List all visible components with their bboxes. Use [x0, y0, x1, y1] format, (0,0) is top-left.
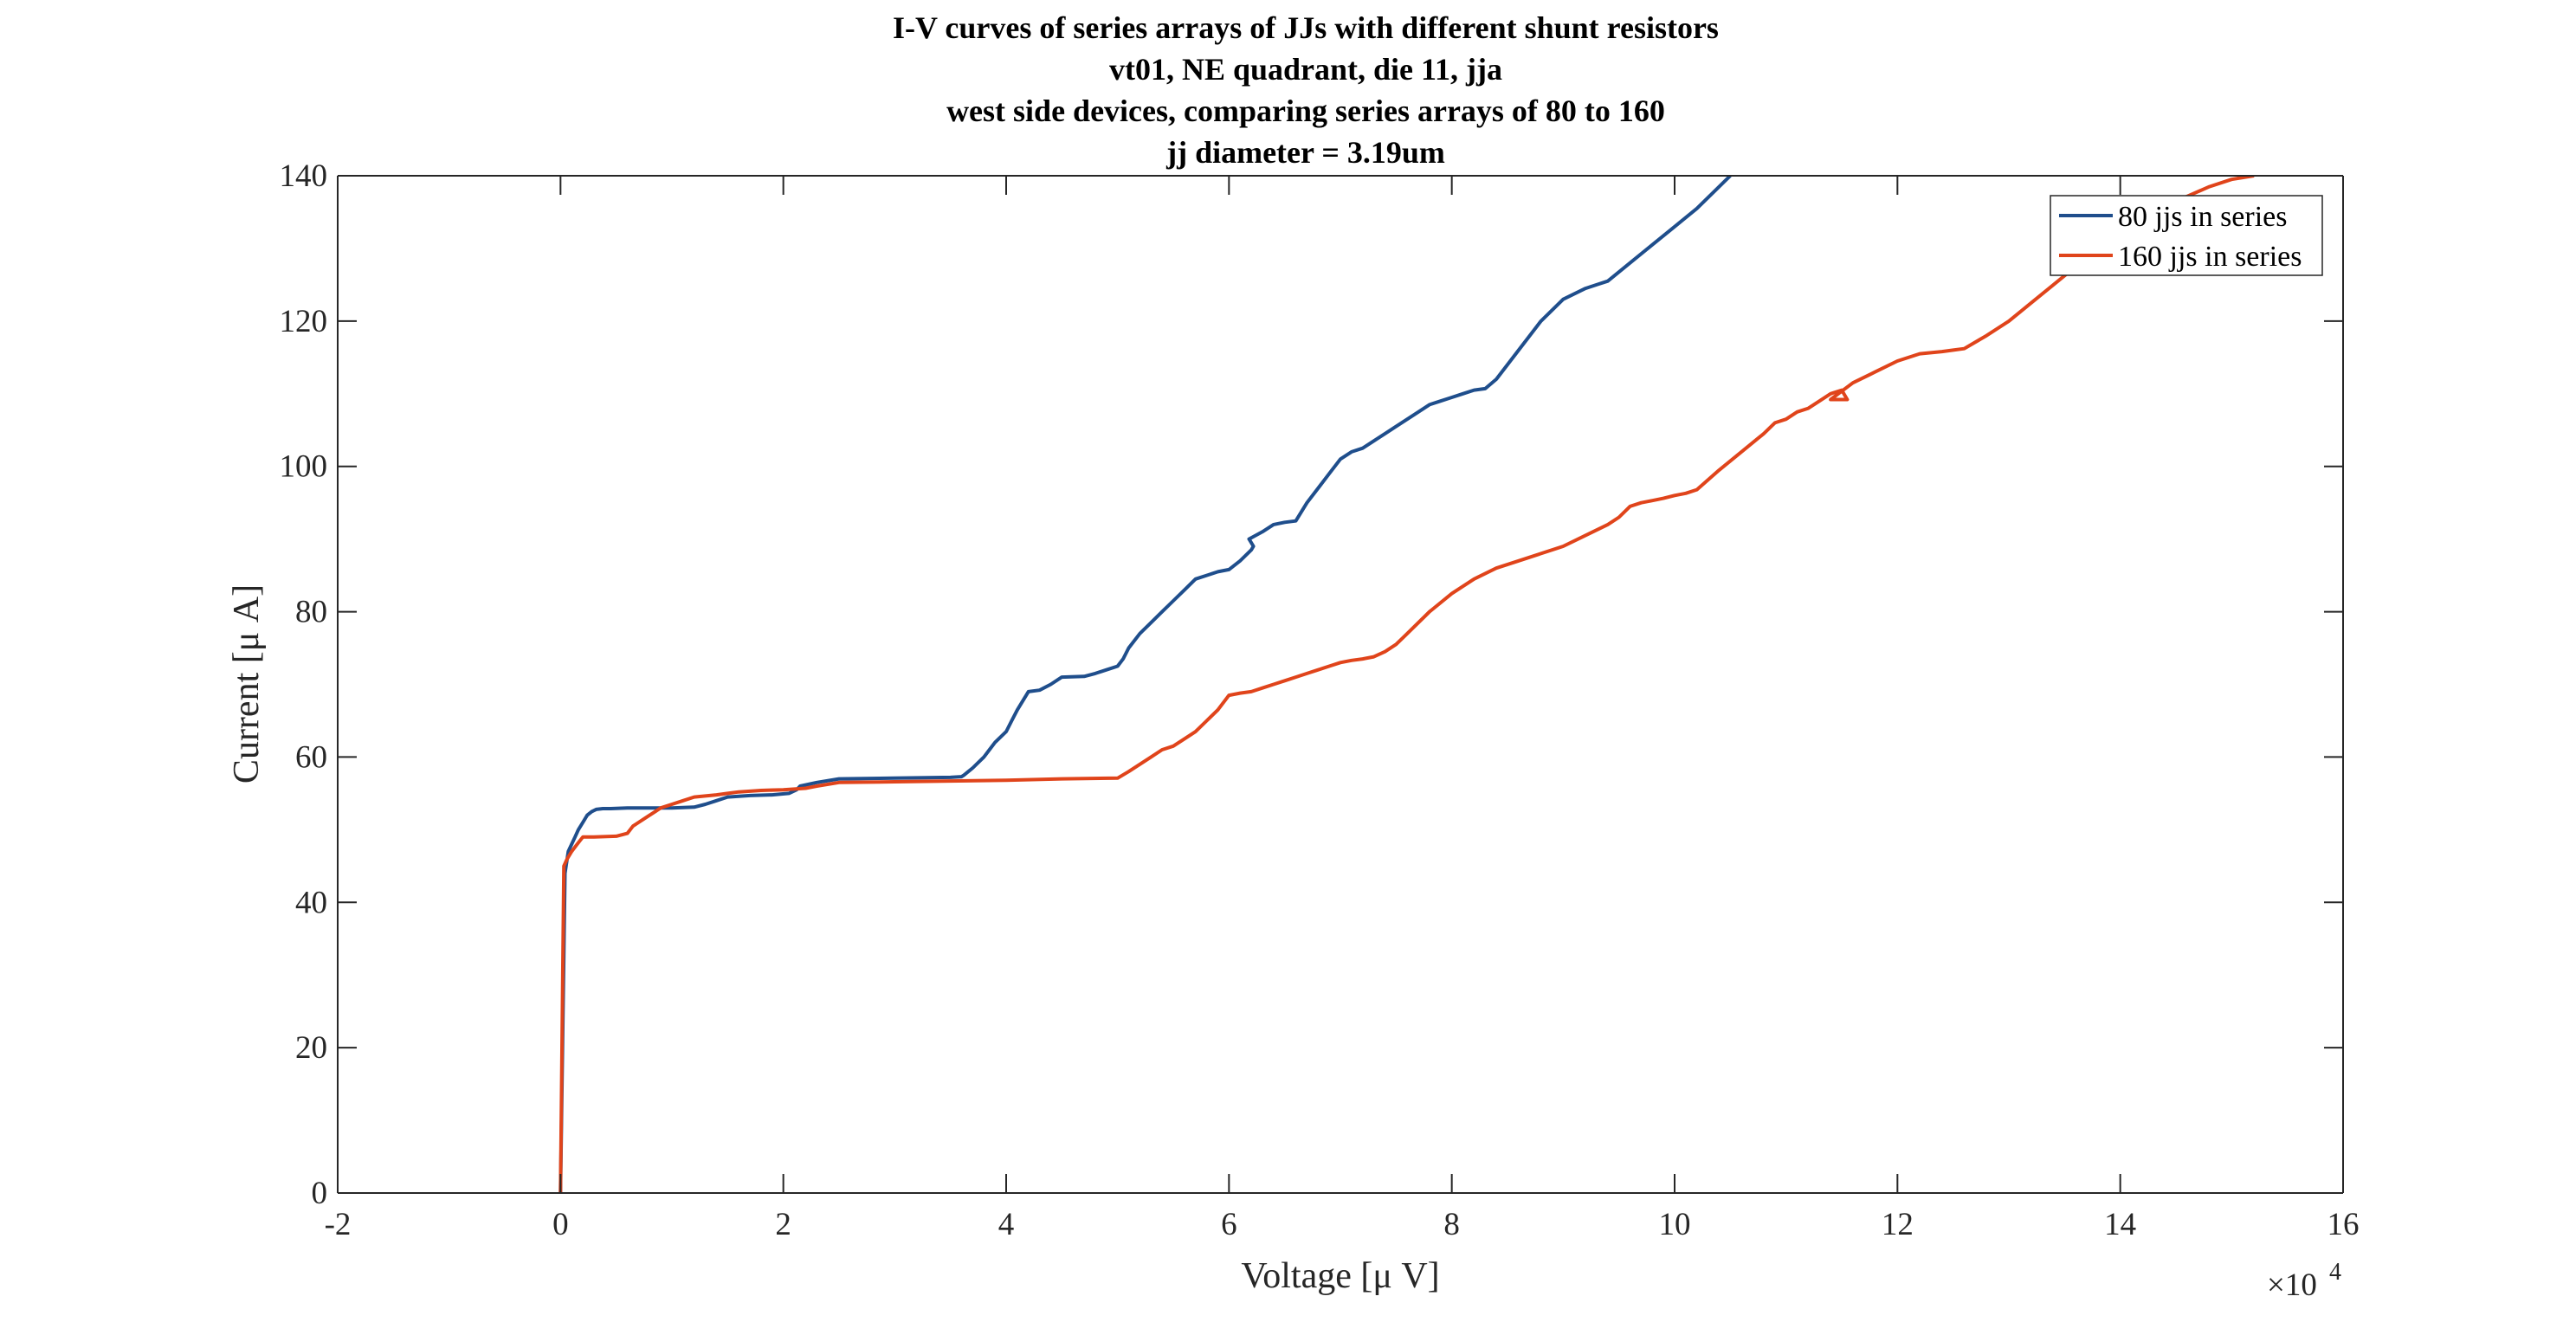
y-tick-label: 120 [280, 304, 328, 339]
y-axis-label: Current [μ A] [227, 584, 267, 784]
x-tick-label: 10 [1659, 1207, 1691, 1242]
legend-label-80: 80 jjs in series [2118, 201, 2287, 233]
x-tick-label: 12 [1882, 1207, 1914, 1242]
x-axis-label: Voltage [μ V] [1241, 1256, 1439, 1296]
y-tick-label: 100 [280, 449, 328, 485]
title-line-4: jj diameter = 3.19um [1165, 135, 1445, 170]
x-ticks: -2 0 2 4 6 8 10 12 14 16 [325, 176, 2360, 1242]
title-line-1: I-V curves of series arrays of JJs with … [893, 10, 1719, 45]
series-layer [558, 176, 2255, 1193]
x-tick-label: 2 [775, 1207, 791, 1242]
legend-box [2050, 195, 2323, 276]
x-exponent-power: 4 [2329, 1259, 2341, 1286]
x-tick-label: 8 [1443, 1207, 1460, 1242]
x-axis-exponent: ×10 4 [2267, 1259, 2341, 1303]
y-tick-label: 20 [295, 1030, 327, 1066]
y-tick-label: 140 [280, 158, 328, 194]
x-tick-label: 14 [2104, 1207, 2136, 1242]
x-tick-label: 6 [1221, 1207, 1237, 1242]
y-tick-label: 0 [312, 1176, 328, 1211]
y-tick-label: 80 [295, 595, 327, 630]
title-line-2: vt01, NE quadrant, die 11, jja [1109, 52, 1502, 87]
y-tick-label: 60 [295, 739, 327, 775]
series-line-160 [558, 176, 2255, 1193]
plot-area [338, 176, 2343, 1193]
chart-title: I-V curves of series arrays of JJs with … [893, 10, 1719, 170]
legend-label-160: 160 jjs in series [2118, 241, 2302, 273]
x-exponent-base: ×10 [2267, 1267, 2317, 1303]
legend: 80 jjs in series 160 jjs in series [2050, 195, 2323, 276]
x-tick-label: 4 [998, 1207, 1015, 1242]
x-tick-label: 16 [2327, 1207, 2360, 1242]
title-line-3: west side devices, comparing series arra… [946, 94, 1665, 128]
x-tick-label: -2 [325, 1207, 352, 1242]
y-ticks: 0 20 40 60 80 100 120 140 [280, 158, 2343, 1211]
axes-frame [337, 175, 2344, 1194]
y-tick-label: 40 [295, 885, 327, 920]
x-tick-label: 0 [552, 1207, 569, 1242]
series-line-80 [558, 176, 1732, 1193]
